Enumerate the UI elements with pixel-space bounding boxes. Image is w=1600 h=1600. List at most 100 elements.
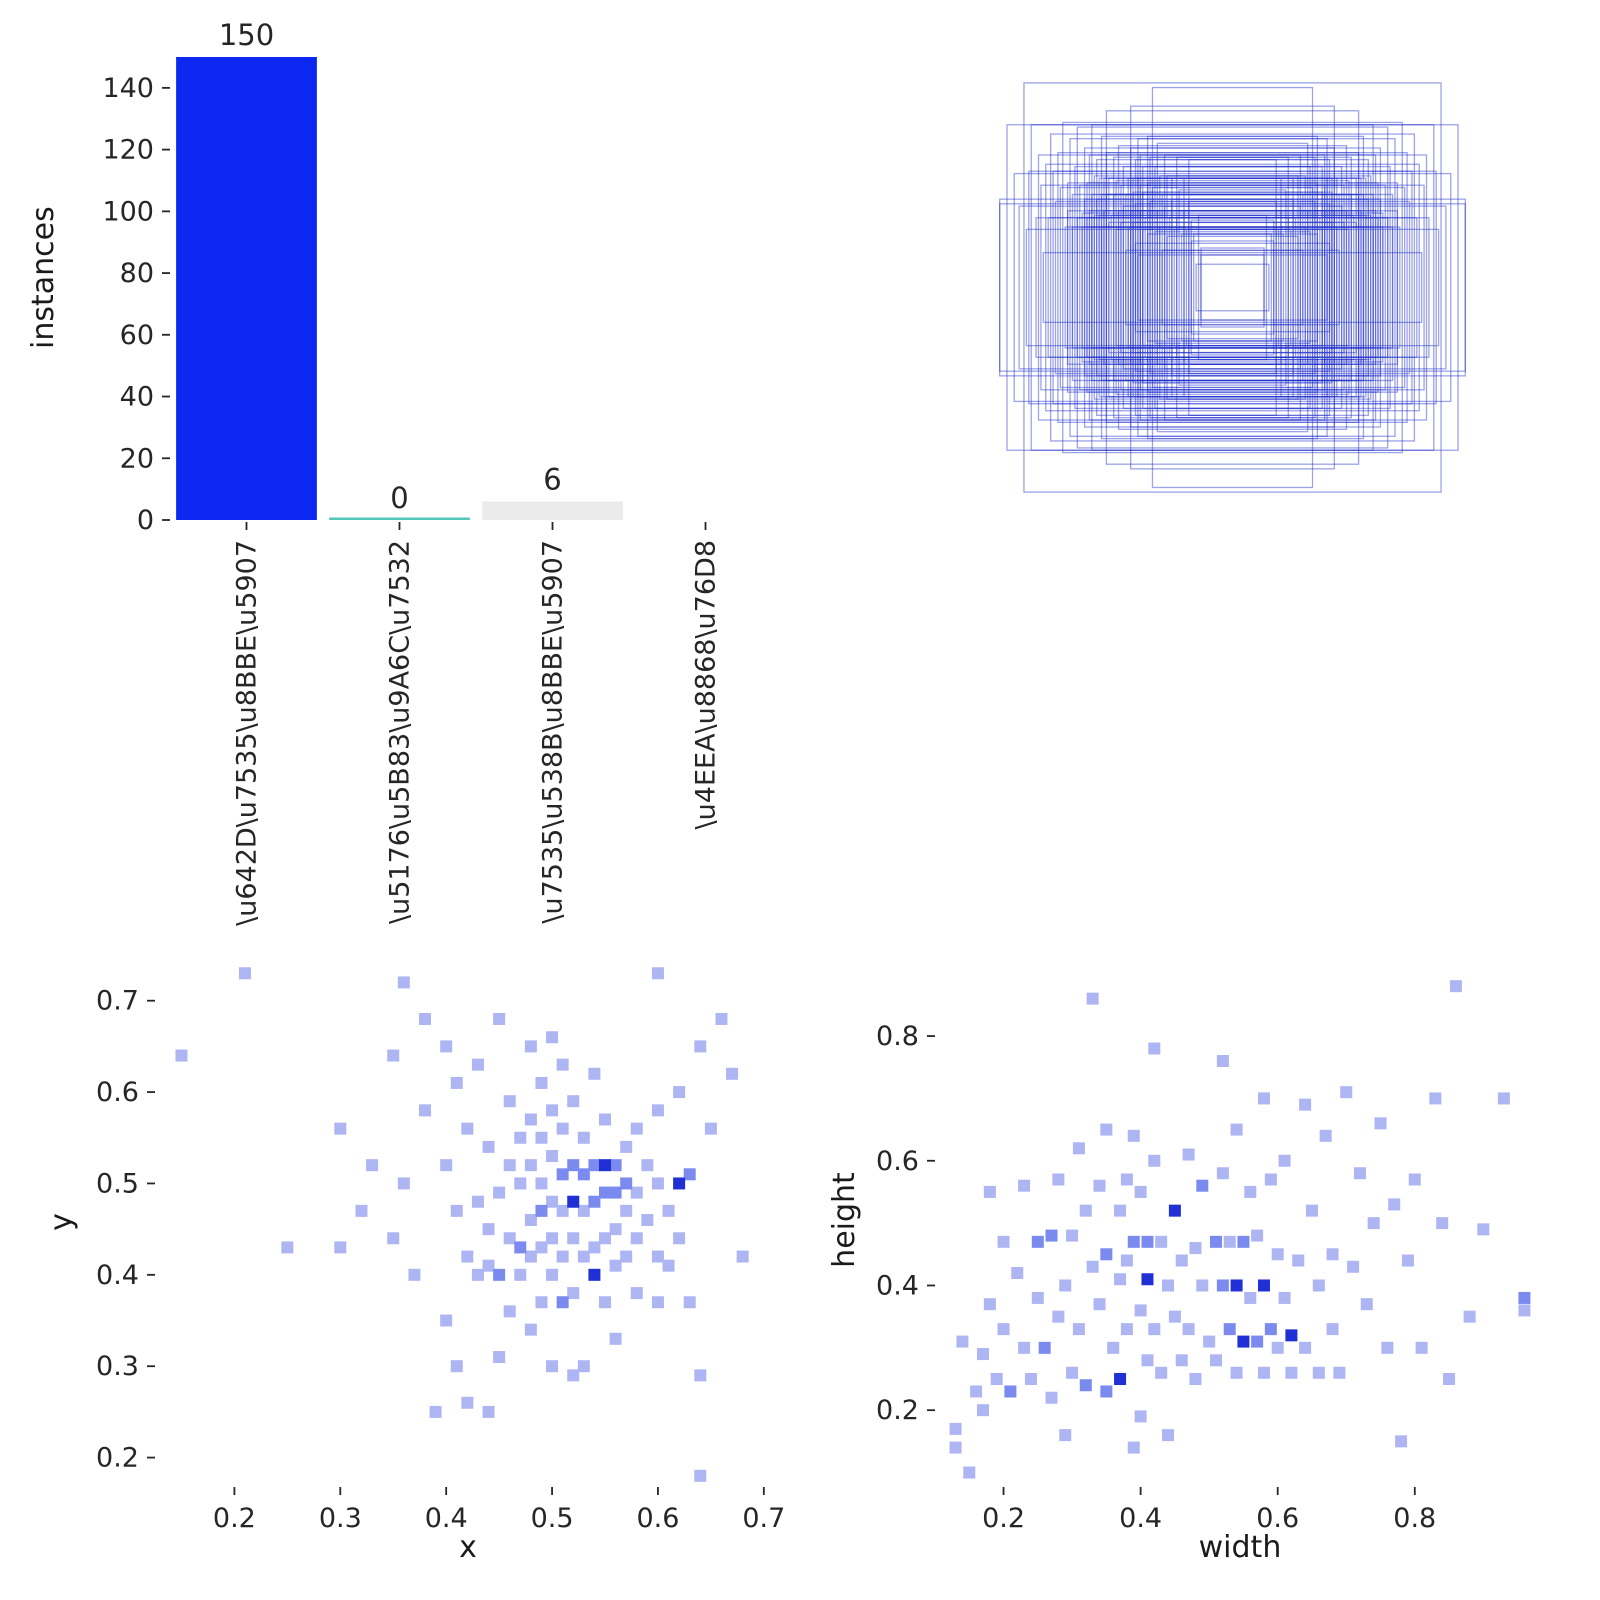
scatter-point: [1079, 1379, 1092, 1392]
scatter-point: [1004, 1385, 1017, 1398]
scatter-point: [1100, 1385, 1113, 1398]
scatter-point: [514, 1268, 527, 1281]
scatter-point: [1271, 1248, 1284, 1261]
bbox-rect: [1013, 172, 1452, 403]
scatter-point: [651, 1296, 664, 1309]
bbox-rect: [1076, 126, 1389, 449]
bbox-rect: [1173, 228, 1292, 347]
y-tick-label: 140: [102, 73, 154, 104]
bbox-rect: [1093, 214, 1372, 361]
scatter-point: [1141, 1235, 1154, 1248]
scatter-point: [1299, 1098, 1312, 1111]
bbox-rect: [1149, 156, 1316, 419]
scatter-point: [1203, 1335, 1216, 1348]
scatter-point: [440, 1159, 453, 1172]
scatter-point: [1360, 1298, 1373, 1311]
scatter-point: [1127, 1235, 1140, 1248]
bbox-rect: [1117, 145, 1348, 430]
scatter-point: [949, 1441, 962, 1454]
x-tick-label: \u5176\u5B83\u9A6C\u7532: [385, 540, 416, 924]
y-tick-label: 60: [120, 320, 154, 351]
bbox-rect: [1042, 251, 1423, 324]
scatter-point: [673, 1232, 686, 1245]
x-tick-label: 0.3: [319, 1503, 362, 1534]
bbox-rect: [1200, 247, 1265, 328]
bbox-rect: [1166, 235, 1299, 340]
scatter-point: [1244, 1291, 1257, 1304]
bbox-rect: [1006, 124, 1459, 451]
scatter-point: [556, 1122, 569, 1135]
y-tick-label: 0.5: [96, 1168, 139, 1199]
bbox-rect: [1091, 124, 1374, 451]
y-tick-label: 100: [102, 196, 154, 227]
scatter-point: [1148, 1323, 1161, 1336]
scatter-point: [387, 1232, 400, 1245]
scatter-point: [1223, 1235, 1236, 1248]
bbox-rect: [1045, 163, 1420, 412]
bbox-rect: [1066, 182, 1399, 393]
scatter-point: [387, 1049, 400, 1062]
scatter-point: [556, 1296, 569, 1309]
scatter-point: [1244, 1185, 1257, 1198]
scatter-point: [651, 1177, 664, 1190]
scatter-point: [1278, 1291, 1291, 1304]
bbox-rect: [1120, 221, 1345, 354]
y-tick-label: 20: [120, 443, 154, 474]
scatter-point: [1072, 1323, 1085, 1336]
scatter-point: [726, 1067, 739, 1080]
scatter-point: [1162, 1429, 1175, 1442]
scatter-point: [524, 1040, 537, 1053]
bbox-rect: [1088, 154, 1377, 421]
scatter-point: [1216, 1167, 1229, 1180]
bbox-rect: [1047, 217, 1418, 358]
scatter-point: [997, 1323, 1010, 1336]
scatter-point: [609, 1332, 622, 1345]
bbox-rect: [1176, 156, 1289, 419]
bbox-rect: [1120, 184, 1345, 391]
x-tick-label: 0.6: [1256, 1503, 1299, 1534]
bbox-rect: [1040, 184, 1425, 391]
scatter-point: [736, 1250, 749, 1263]
scatter-point: [514, 1241, 527, 1254]
scatter-point: [956, 1335, 969, 1348]
scatter-point: [524, 1323, 537, 1336]
scatter-point: [535, 1296, 548, 1309]
bbox-rect: [1083, 147, 1382, 428]
scatter-point: [419, 1104, 431, 1117]
scatter-point: [546, 1268, 559, 1281]
y-tick-label: 0.3: [96, 1351, 139, 1382]
scatter-point: [620, 1250, 633, 1263]
y-tick-label: 0.2: [96, 1443, 139, 1474]
scatter-point: [408, 1268, 421, 1281]
y-tick-label: 0.6: [876, 1146, 919, 1177]
scatter-point: [1168, 1310, 1181, 1323]
scatter-point: [949, 1422, 962, 1435]
scatter-point: [1429, 1092, 1442, 1105]
scatter-point: [1257, 1366, 1270, 1379]
scatter-point: [651, 1250, 664, 1263]
scatter-point: [450, 1360, 463, 1373]
bbox-rect: [1132, 221, 1333, 354]
bbox-rect: [1037, 154, 1428, 421]
bbox-rect: [1023, 82, 1442, 493]
y-tick-label: 40: [120, 382, 154, 413]
bbox-rect: [1137, 254, 1328, 321]
bbox-rect: [1130, 147, 1336, 428]
bbox-rect: [1071, 226, 1394, 349]
bbox-rect: [1054, 200, 1411, 375]
x-tick-label: \u7535\u538B\u8BBE\u5907: [538, 540, 569, 924]
scatter-point: [334, 1241, 347, 1254]
bbox-rect: [1127, 226, 1338, 349]
bbox-rect: [1200, 254, 1265, 321]
scatter-point: [1367, 1217, 1380, 1230]
scatter-point: [588, 1268, 601, 1281]
scatter-point: [1237, 1335, 1250, 1348]
scatter-point: [524, 1159, 537, 1172]
scatter-point: [609, 1259, 622, 1272]
xy-center-scatter: 0.2 0.3 0.4 0.5 0.6 0.7 0.2 0.3 0.4 0.5 0.6 0.7: [96, 967, 785, 1534]
bbox-rect: [1154, 231, 1311, 344]
bbox-rect: [1134, 158, 1331, 417]
scatter-point: [1120, 1254, 1133, 1267]
bbox-rect: [1083, 198, 1382, 377]
bbox-rect: [1093, 175, 1372, 400]
